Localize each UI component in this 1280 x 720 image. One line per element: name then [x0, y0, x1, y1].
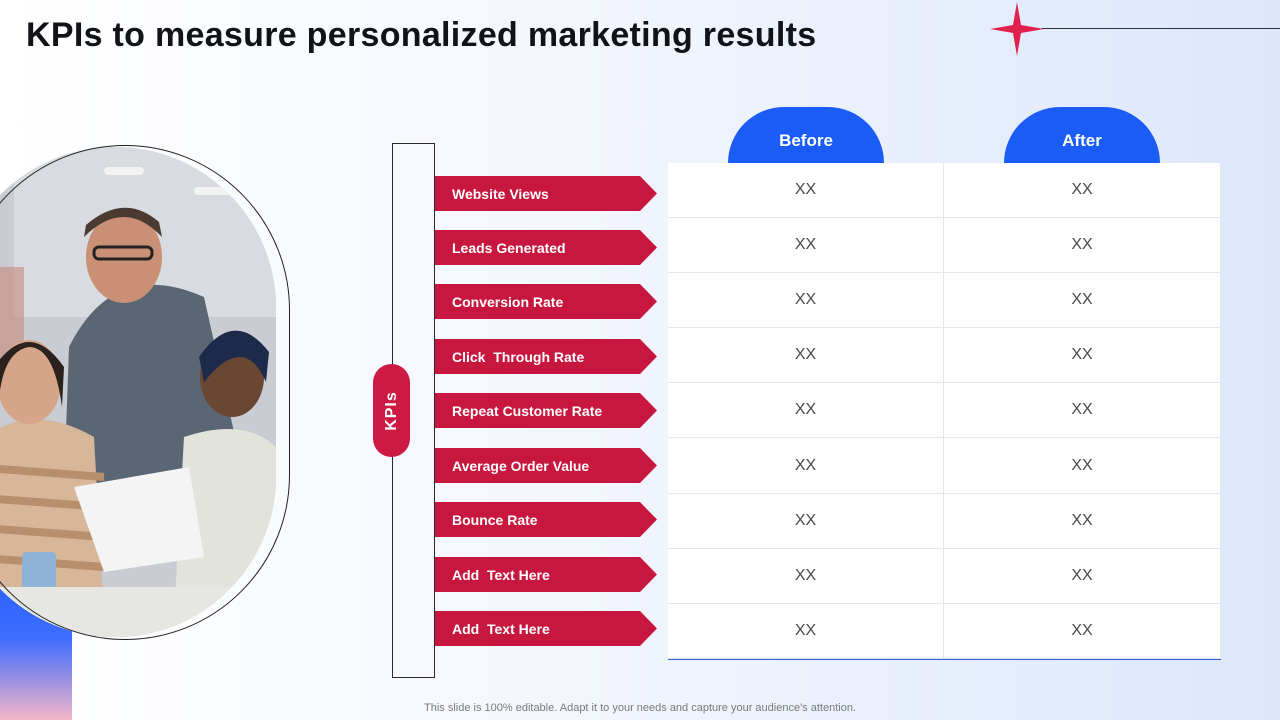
- before-column-header: Before: [728, 107, 884, 163]
- kpi-row-label: Bounce Rate: [435, 502, 657, 537]
- before-cell: XX: [668, 163, 944, 219]
- before-cell: XX: [668, 548, 944, 604]
- before-cell: XX: [668, 328, 944, 384]
- kpi-row-label: Add Text Here: [435, 611, 657, 646]
- before-cell: XX: [668, 493, 944, 549]
- after-column-header: After: [1004, 107, 1160, 163]
- before-cell: XX: [668, 438, 944, 494]
- kpi-row-label: Click Through Rate: [435, 339, 657, 374]
- kpi-row-label: Repeat Customer Rate: [435, 393, 657, 428]
- kpi-row-label: Website Views: [435, 176, 657, 211]
- kpi-row-label: Average Order Value: [435, 448, 657, 483]
- after-cell: XX: [944, 273, 1221, 329]
- footer-note: This slide is 100% editable. Adapt it to…: [424, 702, 856, 714]
- before-cell: XX: [668, 383, 944, 439]
- after-cell: XX: [944, 163, 1221, 219]
- after-cell: XX: [944, 493, 1221, 549]
- before-cell: XX: [668, 603, 944, 659]
- after-cell: XX: [944, 603, 1221, 659]
- four-point-star-icon: [990, 2, 1044, 56]
- page-title: KPIs to measure personalized marketing r…: [26, 16, 817, 54]
- after-cell: XX: [944, 548, 1221, 604]
- photo-frame: [0, 145, 290, 640]
- kpi-row-label: Conversion Rate: [435, 284, 657, 319]
- after-cell: XX: [944, 218, 1221, 274]
- kpi-table: XX XX XX XX XX XX XX XX XX XX XX XX XX X…: [668, 163, 1221, 660]
- kpi-label-pill: KPIs: [373, 364, 410, 457]
- decor-line: [1042, 28, 1280, 29]
- after-cell: XX: [944, 328, 1221, 384]
- before-cell: XX: [668, 273, 944, 329]
- after-cell: XX: [944, 438, 1221, 494]
- kpi-row-label: Leads Generated: [435, 230, 657, 265]
- before-cell: XX: [668, 218, 944, 274]
- kpi-label: KPIs: [382, 390, 400, 431]
- kpi-row-label: Add Text Here: [435, 557, 657, 592]
- after-cell: XX: [944, 383, 1221, 439]
